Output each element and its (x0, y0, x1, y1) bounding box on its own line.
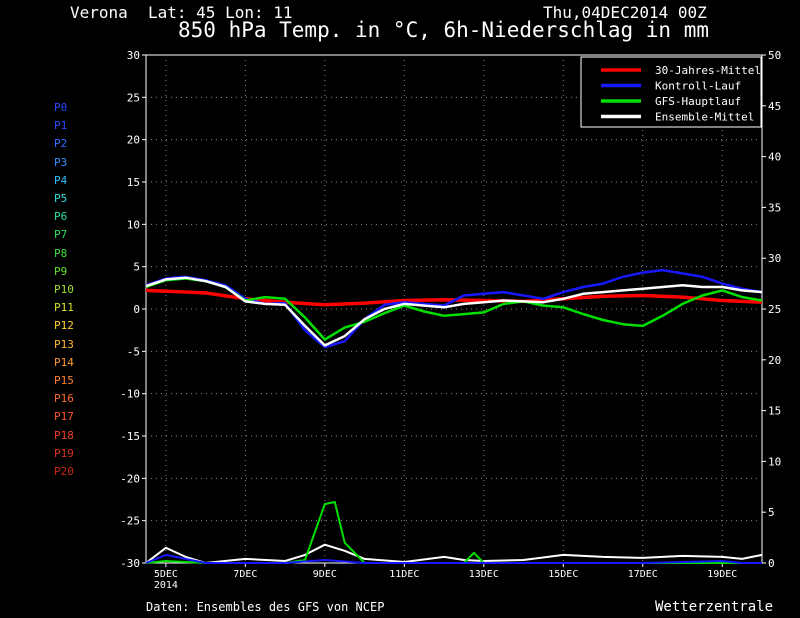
y-left-tick-label: 20 (127, 134, 140, 147)
y-left-tick-label: -25 (120, 515, 140, 528)
member-label-p18: P18 (54, 428, 74, 442)
y-left-tick-label: 10 (127, 218, 140, 231)
y-left-tick-label: -20 (120, 472, 140, 485)
x-tick-label: 17DEC (628, 569, 658, 580)
series-line-kontroll-lauf-right (145, 553, 762, 564)
member-label-p11: P11 (54, 301, 74, 315)
brand-credit: Wetterzentrale (655, 599, 774, 615)
y-right-tick-label: 5 (768, 506, 775, 519)
member-label-p9: P9 (54, 264, 68, 278)
y-left-tick-label: -30 (120, 557, 140, 570)
legend-label: GFS-Hauptlauf (655, 95, 741, 108)
member-label-p13: P13 (54, 337, 74, 351)
y-left-tick-label: 5 (133, 261, 140, 274)
run-label: Thu,04DEC2014 00Z (543, 3, 707, 22)
coords-label: Lat: 45 Lon: 11 (148, 3, 293, 22)
y-right-tick-label: 45 (768, 100, 781, 113)
x-tick-label: 13DEC (469, 569, 499, 580)
x-tick-label-year: 2014 (154, 580, 178, 591)
series-line-gfs-hauptlauf-left (145, 277, 763, 341)
y-right-tick-label: 15 (768, 405, 781, 418)
member-label-p5: P5 (54, 192, 68, 205)
x-tick-label: 11DEC (389, 569, 419, 580)
member-label-p20: P20 (54, 465, 74, 478)
member-label-p10: P10 (54, 283, 74, 296)
member-label-p17: P17 (54, 410, 74, 424)
y-right-tick-label: 35 (768, 201, 781, 214)
y-right-tick-label: 0 (768, 557, 775, 570)
y-right-tick-label: 50 (768, 49, 781, 62)
legend-label: 30-Jahres-Mittel (655, 64, 761, 77)
y-left-tick-label: 0 (133, 303, 140, 316)
series-line-ensemble-mittel-left (145, 276, 763, 347)
member-label-p12: P12 (54, 319, 74, 333)
y-right-tick-label: 20 (768, 354, 781, 367)
location-label: Verona (70, 3, 128, 22)
member-label-p14: P14 (54, 355, 74, 369)
y-left-tick-label: 25 (127, 91, 140, 104)
series-line-30-jahres-mittel-left (145, 288, 763, 307)
source-credit: Daten: Ensembles des GFS von NCEP (146, 600, 385, 614)
plot-frame (145, 54, 763, 564)
member-label-p7: P7 (54, 228, 68, 242)
legend-label: Ensemble-Mittel (655, 111, 754, 124)
y-left-tick-label: -10 (120, 388, 140, 401)
y-right-tick-label: 25 (768, 303, 781, 316)
y-left-tick-label: 30 (127, 49, 140, 62)
member-label-p2: P2 (54, 137, 68, 151)
member-label-p4: P4 (54, 173, 68, 187)
x-tick-label: 15DEC (548, 569, 578, 580)
y-right-tick-label: 40 (768, 151, 781, 164)
y-left-tick-label: -15 (120, 430, 140, 443)
member-label-p3: P3 (54, 155, 68, 169)
y-right-tick-label: 30 (768, 252, 781, 265)
x-tick-label: 5DEC (154, 569, 178, 580)
series-line-ensemble-mittel-right (145, 543, 763, 564)
y-left-tick-label: -5 (127, 345, 140, 358)
x-tick-label: 9DEC (313, 569, 337, 580)
member-label-p0: P0 (54, 101, 68, 114)
y-right-tick-label: 10 (768, 455, 781, 468)
x-tick-label: 7DEC (233, 569, 257, 580)
y-left-tick-label: 15 (127, 176, 140, 189)
member-label-p1: P1 (54, 119, 68, 133)
member-label-p15: P15 (54, 374, 74, 387)
member-label-p16: P16 (54, 392, 74, 406)
member-label-p6: P6 (54, 210, 68, 224)
member-label-p19: P19 (54, 446, 74, 460)
member-label-p8: P8 (54, 246, 68, 260)
chart-title: 850 hPa Temp. in °C, 6h-Niederschlag in … (178, 18, 710, 42)
x-tick-label: 19DEC (707, 569, 737, 580)
legend-label: Kontroll-Lauf (655, 80, 741, 93)
